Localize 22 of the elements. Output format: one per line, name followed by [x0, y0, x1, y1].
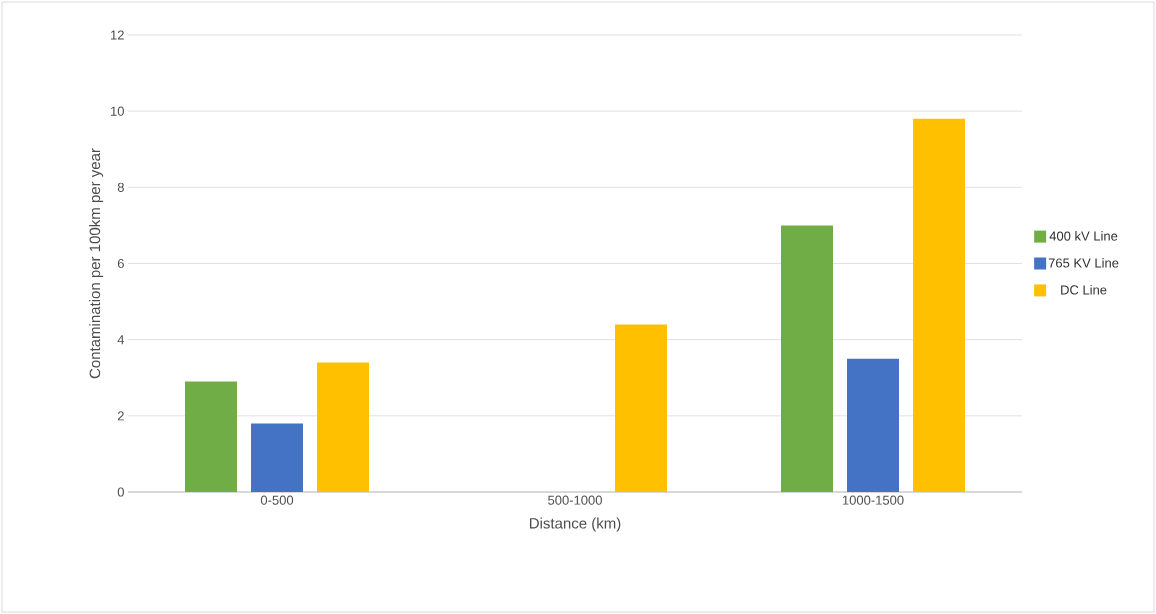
bar	[615, 324, 668, 492]
bar	[913, 118, 966, 492]
y-axis-title: Contamination per 100km per year	[89, 148, 104, 379]
bar	[251, 423, 304, 492]
y-tick-label: 10	[111, 106, 124, 116]
y-tick-label: 2	[117, 411, 124, 421]
bar	[185, 381, 238, 492]
x-tick-label: 500-1000	[548, 495, 602, 505]
y-tick-label: 6	[117, 258, 124, 269]
x-tick-label: 0-500	[260, 495, 294, 505]
bar	[781, 225, 834, 492]
legend-label: DC Line	[1061, 284, 1107, 295]
y-tick-label: 4	[117, 335, 125, 345]
bar	[847, 358, 900, 492]
x-tick-label: 1000-1500	[842, 495, 904, 505]
bar	[317, 362, 370, 492]
y-tick-label: 12	[111, 30, 124, 40]
legend-label: 400 kV Line	[1049, 231, 1118, 241]
y-tick-label: 0	[117, 487, 124, 497]
x-axis-title: Distance (km)	[529, 517, 621, 532]
y-tick-label: 8	[117, 182, 124, 192]
legend-label: 765 KV Line	[1048, 258, 1119, 268]
